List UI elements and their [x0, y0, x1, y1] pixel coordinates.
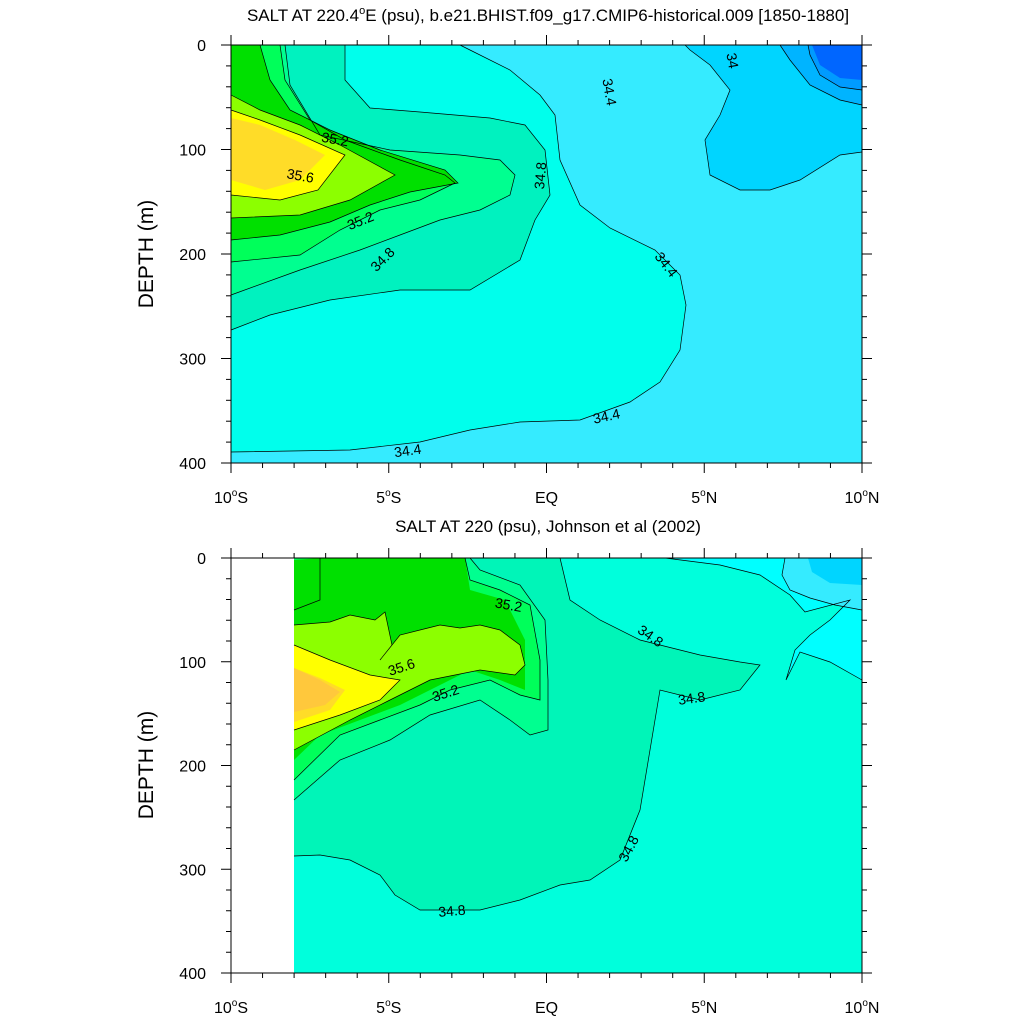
x-tick-label: EQ [535, 1000, 558, 1017]
y-tick-label: 300 [179, 862, 206, 879]
x-tick-label: 5oS [376, 488, 401, 507]
contour-label: 34 [723, 52, 741, 70]
y-tick-label: 0 [197, 551, 206, 568]
x-tick-label: 10oS [214, 998, 248, 1017]
x-tick-label: 10oN [845, 488, 880, 507]
contour-label: 35.2 [494, 594, 524, 615]
contour-label: 34.4 [599, 77, 620, 107]
x-tick-label: EQ [535, 490, 558, 507]
panel-model-ylabel: DEPTH (m) [135, 200, 158, 309]
contour-label: 34.4 [393, 441, 422, 461]
contour-label: 34.8 [438, 902, 467, 920]
panel-obs-ylabel: DEPTH (m) [135, 711, 158, 820]
x-tick-label: 10oN [845, 998, 880, 1017]
panel-model-contour-fill [231, 45, 862, 463]
contour-label: 35.6 [286, 165, 316, 186]
panel-obs-axes: 0 100 200 300 400 10oS 5oS EQ 5oN 10oN [179, 548, 879, 1017]
panel-model-title: SALT AT 220.4oE (psu), b.e21.BHIST.f09_g… [247, 5, 849, 25]
y-tick-label: 400 [179, 456, 206, 473]
panel-obs-contour-lines [293, 557, 863, 911]
x-tick-label: 10oS [214, 488, 248, 507]
x-tick-label: 5oS [376, 998, 401, 1017]
contour-label: 34.8 [531, 161, 549, 190]
y-tick-label: 100 [179, 655, 206, 672]
y-tick-label: 100 [179, 143, 206, 160]
y-tick-label: 0 [197, 38, 206, 55]
y-tick-label: 300 [179, 352, 206, 369]
panel-obs-contour-fill [294, 558, 862, 973]
contour-label: 34.8 [677, 688, 706, 708]
panel-model: SALT AT 220.4oE (psu), b.e21.BHIST.f09_g… [135, 5, 879, 507]
panel-model-axes: 0 100 200 300 400 10oS 5oS EQ 5oN 10oN [179, 35, 879, 507]
x-tick-label: 5oN [691, 488, 717, 507]
y-tick-label: 200 [179, 759, 206, 776]
y-tick-label: 200 [179, 247, 206, 264]
panel-obs-title: SALT AT 220 (psu), Johnson et al (2002) [395, 517, 701, 536]
contour-label: 35.2 [320, 129, 350, 150]
x-tick-label: 5oN [691, 998, 717, 1017]
y-tick-label: 400 [179, 966, 206, 983]
panel-obs: SALT AT 220 (psu), Johnson et al (2002) [135, 517, 879, 1017]
contour-label: 34.4 [591, 405, 621, 426]
panel-model-contour-lines [230, 44, 863, 453]
